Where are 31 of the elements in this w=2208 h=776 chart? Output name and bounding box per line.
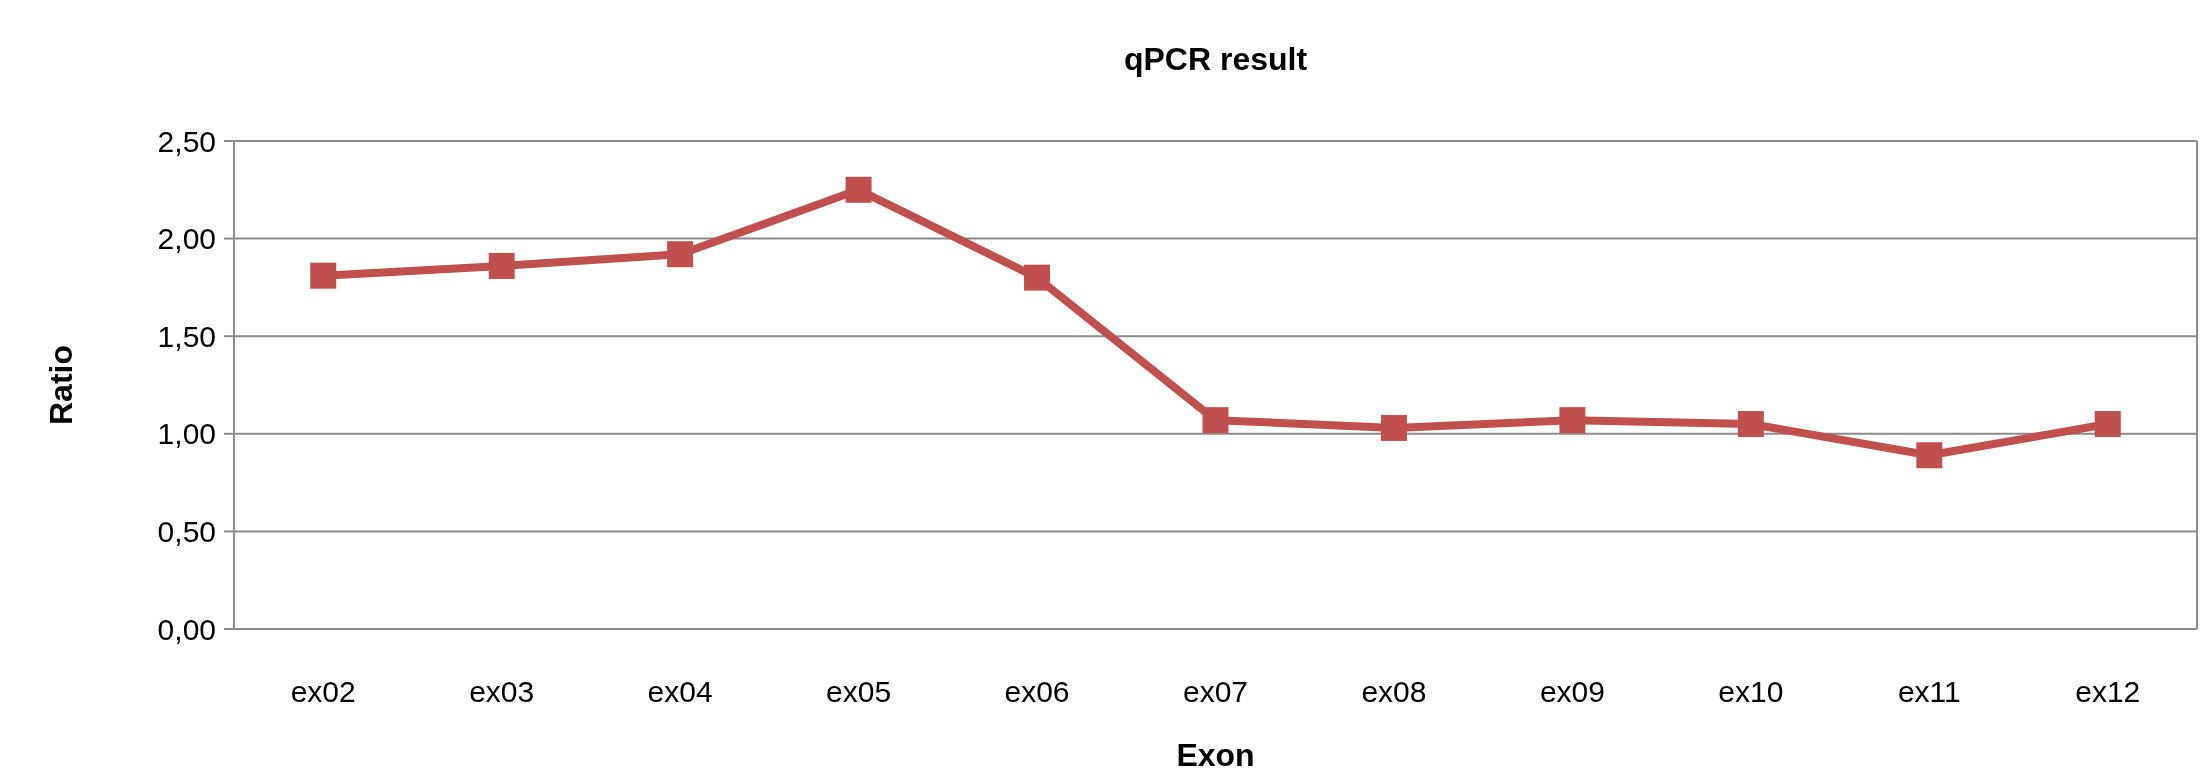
x-axis-title: Exon bbox=[1176, 737, 1255, 773]
chart-title: qPCR result bbox=[1123, 41, 1308, 77]
x-tick-label: ex09 bbox=[1539, 675, 1605, 708]
point bbox=[1559, 407, 1586, 434]
x-tick-label: ex11 bbox=[1897, 675, 1961, 708]
x-tick-label: ex02 bbox=[290, 675, 356, 708]
x-tick-label: ex04 bbox=[647, 675, 713, 708]
y-tick-label: 2,50 bbox=[157, 124, 216, 158]
point bbox=[1737, 411, 1764, 438]
x-tick-label: ex06 bbox=[1004, 675, 1070, 708]
x-tick-label: ex12 bbox=[2075, 675, 2141, 708]
point bbox=[1916, 442, 1943, 469]
point bbox=[2094, 411, 2121, 438]
point bbox=[488, 252, 515, 279]
x-tick-label: ex05 bbox=[826, 675, 892, 708]
point bbox=[1202, 407, 1229, 434]
x-tick-label: ex10 bbox=[1718, 675, 1784, 708]
y-tick-label: 1,00 bbox=[157, 417, 216, 451]
point bbox=[1380, 414, 1407, 441]
y-tick-label: 1,50 bbox=[157, 319, 216, 353]
y-tick-label: 0,50 bbox=[157, 514, 216, 548]
y-tick-label: 2,00 bbox=[157, 222, 216, 256]
x-tick-label: ex03 bbox=[469, 675, 535, 708]
x-tick-label: ex07 bbox=[1182, 675, 1249, 708]
y-tick-label: 0,00 bbox=[157, 612, 216, 646]
point bbox=[667, 241, 694, 268]
point bbox=[1024, 264, 1051, 291]
x-tick-label: ex08 bbox=[1361, 675, 1427, 708]
point bbox=[845, 176, 872, 203]
y-axis-title: Ratio bbox=[43, 345, 79, 425]
point bbox=[310, 262, 337, 289]
